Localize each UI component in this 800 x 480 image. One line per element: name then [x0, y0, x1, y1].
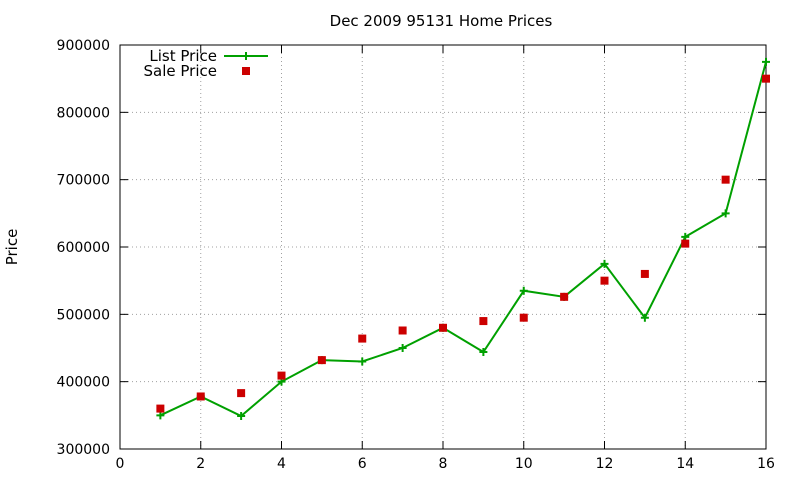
sale-price-point	[237, 389, 246, 398]
list-price-line	[159, 61, 767, 418]
list-price-point	[519, 286, 528, 295]
x-tick-label: 12	[596, 456, 614, 472]
sale-price-point	[640, 269, 649, 278]
sale-price-point	[156, 404, 165, 413]
y-tick-label: 700000	[57, 173, 110, 189]
sale-price-point	[681, 239, 690, 248]
legend-label-sale-price: Sale Price	[144, 62, 217, 80]
x-tick-label: 10	[515, 456, 533, 472]
y-tick-label: 600000	[57, 240, 110, 256]
x-tick-label: 4	[277, 456, 286, 472]
x-tick-label: 14	[676, 456, 694, 472]
x-tick-label: 16	[757, 456, 775, 472]
list-price-point	[237, 412, 246, 421]
sale-price-point	[762, 74, 770, 83]
sale-price-point	[196, 392, 205, 401]
sale-price-point	[317, 356, 326, 365]
legend-sample-list-price-marker	[242, 52, 250, 60]
y-tick-label: 400000	[57, 375, 110, 391]
sale-price-point	[277, 371, 286, 380]
legend-sample-sale-price-marker	[242, 67, 250, 75]
y-tick-label: 500000	[57, 307, 110, 323]
axes: 0 2 4 6 8 10 12 14 16 300000 400000 500000 600000 700…	[57, 38, 775, 472]
list-price-point	[156, 411, 165, 420]
y-tick-label: 300000	[57, 442, 110, 458]
sale-price-point	[721, 175, 730, 184]
list-price-point	[721, 209, 730, 218]
chart-title: Dec 2009 95131 Home Prices	[330, 12, 553, 30]
sale-price-point	[560, 292, 569, 301]
list-price-point	[479, 348, 488, 357]
sale-price-point	[439, 323, 447, 332]
list-price-point	[681, 232, 690, 241]
y-tick-label: 800000	[57, 105, 110, 121]
y-axis-label: Price	[3, 229, 21, 266]
sale-price-point	[358, 334, 367, 343]
legend-label-list-price: List Price	[149, 47, 217, 65]
x-tick-label: 8	[439, 456, 448, 472]
list-price-point	[600, 259, 609, 268]
list-price-point	[358, 357, 367, 366]
legend: List Price Sale Price	[144, 47, 268, 80]
sale-price-point	[398, 326, 407, 335]
sale-price-point	[479, 317, 488, 326]
list-price-point	[762, 57, 770, 66]
plot-area	[156, 57, 770, 421]
list-price-point	[398, 344, 407, 352]
x-tick-label: 2	[196, 456, 205, 472]
x-tick-label: 0	[116, 456, 125, 472]
sale-price-point	[600, 276, 609, 285]
x-tick-label: 6	[358, 456, 367, 472]
grid-lines	[120, 45, 766, 449]
y-tick-label: 900000	[57, 38, 110, 54]
sale-price-point	[519, 313, 528, 322]
list-price-point	[640, 313, 649, 322]
